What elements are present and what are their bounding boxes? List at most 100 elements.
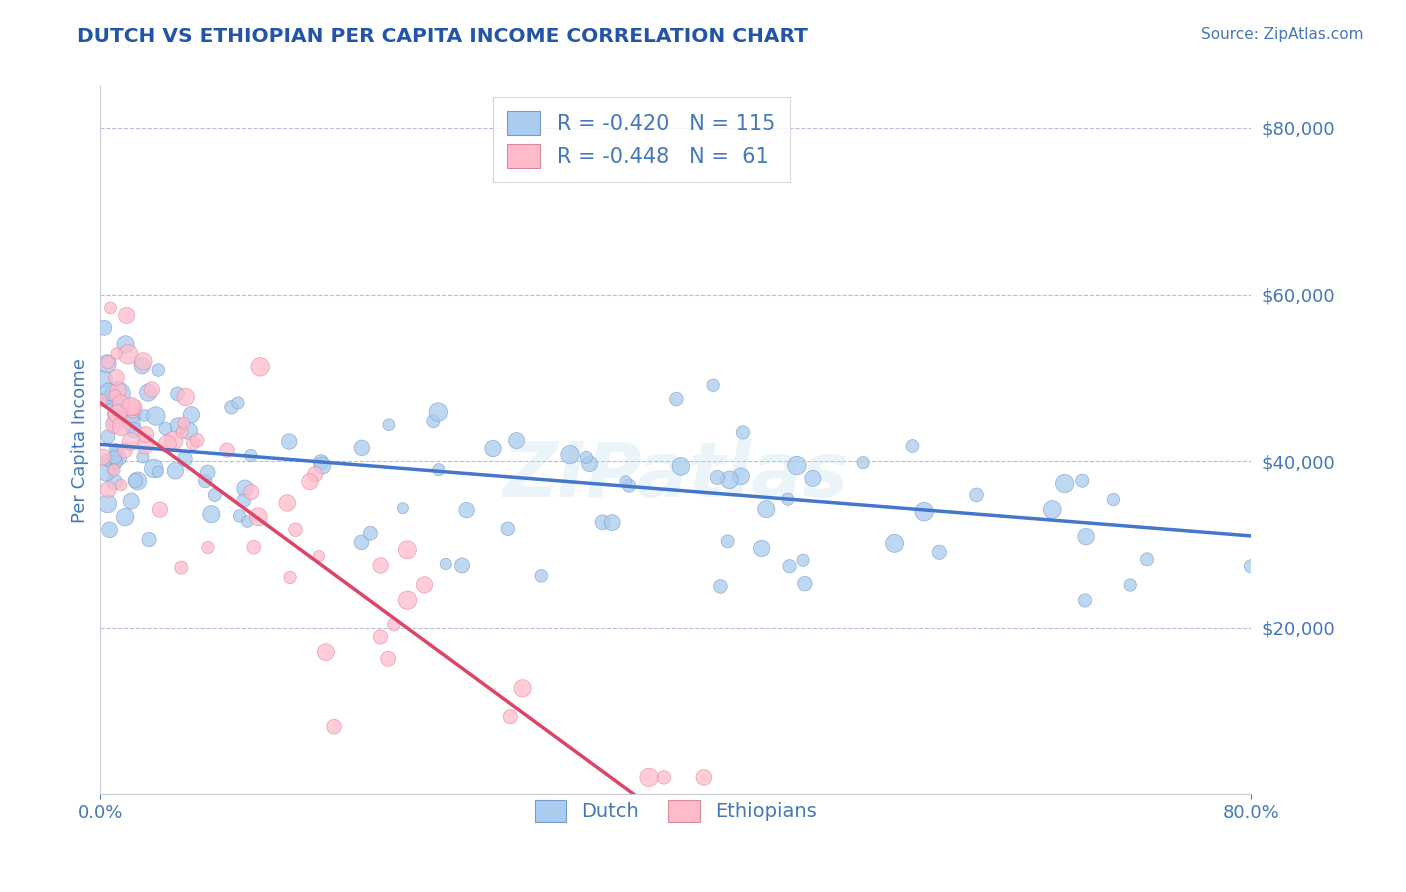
Point [530,569,553,583]
Point [1240,559,1263,574]
Legend: Dutch, Ethiopians: Dutch, Ethiopians [523,788,828,834]
Point [693,771,716,785]
Point [110,396,132,410]
Point [228,508,250,523]
Point [392,501,415,516]
Point [304,467,326,482]
Point [512,681,534,696]
Point [107,384,129,398]
Point [122,405,145,419]
Point [350,535,373,549]
Point [1102,492,1125,507]
Point [173,416,195,430]
Point [776,492,799,507]
Point [181,436,204,450]
Point [94,465,117,479]
Point [138,533,160,547]
Point [709,579,731,593]
Point [1119,578,1142,592]
Point [104,443,127,458]
Point [134,439,156,453]
Text: ZIPatlas: ZIPatlas [503,439,849,513]
Point [669,459,692,474]
Point [166,387,188,401]
Point [912,505,935,519]
Point [378,417,401,432]
Point [236,515,259,529]
Point [505,434,527,448]
Point [779,559,801,574]
Point [105,370,128,384]
Point [96,453,118,467]
Point [883,536,905,550]
Point [217,443,239,458]
Point [233,481,256,495]
Point [852,456,875,470]
Point [103,455,125,469]
Point [901,439,924,453]
Point [107,407,129,421]
Point [370,630,392,644]
Point [172,425,194,439]
Point [730,469,752,483]
Point [97,429,120,443]
Point [97,497,120,511]
Point [382,617,405,632]
Point [120,417,142,431]
Point [575,450,598,465]
Point [97,483,120,497]
Point [751,541,773,556]
Point [249,359,271,374]
Point [107,444,129,458]
Point [276,496,298,510]
Point [132,450,155,464]
Point [204,488,226,502]
Point [284,523,307,537]
Point [1074,593,1097,607]
Point [179,424,201,438]
Point [706,470,728,484]
Point [105,387,128,401]
Point [1074,530,1097,544]
Point [578,457,600,471]
Point [427,405,450,419]
Point [240,485,263,500]
Point [134,409,156,423]
Point [717,534,740,549]
Point [221,401,243,415]
Point [114,443,136,458]
Point [638,771,661,785]
Point [315,645,337,659]
Point [323,720,346,734]
Point [108,450,131,465]
Point [136,385,159,400]
Point [155,421,177,435]
Point [377,652,399,666]
Point [145,409,167,423]
Point [142,461,165,475]
Point [103,475,125,489]
Point [309,455,332,469]
Point [396,593,419,607]
Point [163,434,186,448]
Point [1071,474,1094,488]
Point [121,406,143,420]
Point [96,357,118,371]
Point [114,510,136,524]
Point [702,378,724,392]
Point [96,391,118,405]
Point [456,503,478,517]
Point [197,465,219,479]
Point [124,401,146,415]
Point [243,540,266,554]
Point [98,523,121,537]
Point [131,359,153,373]
Point [186,434,208,448]
Point [115,309,138,323]
Text: DUTCH VS ETHIOPIAN PER CAPITA INCOME CORRELATION CHART: DUTCH VS ETHIOPIAN PER CAPITA INCOME COR… [77,27,808,45]
Point [93,320,115,334]
Point [91,450,114,464]
Point [298,475,321,489]
Point [170,560,193,574]
Point [148,363,170,377]
